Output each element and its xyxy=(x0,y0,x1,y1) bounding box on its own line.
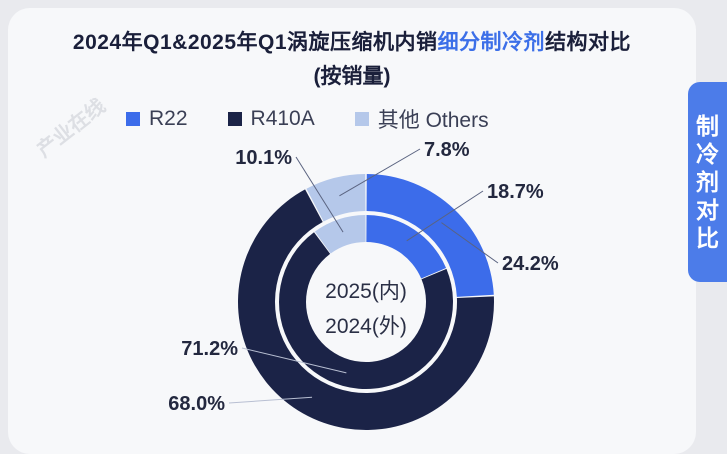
donut-segment-outer-r410a xyxy=(238,189,494,430)
legend-swatch-others xyxy=(354,112,369,126)
side-tab-refrigerant-comparison[interactable]: 制 冷 剂 对 比 xyxy=(688,82,727,282)
legend-swatch-r410a xyxy=(227,112,242,126)
side-tab-char: 冷 xyxy=(696,141,719,167)
legend-label-r410a: R410A xyxy=(250,107,315,130)
leader-line-inner-r410a xyxy=(241,347,347,374)
leader-line-inner-r22 xyxy=(406,190,484,242)
data-label-outer-others: 7.8% xyxy=(424,139,470,161)
leader-line-outer-r410a xyxy=(228,396,313,404)
donut-segment-outer-r22 xyxy=(366,174,494,297)
center-label-0: 2025(内) xyxy=(325,280,407,303)
donut-segment-inner-r410a xyxy=(279,232,454,389)
side-tab-char: 比 xyxy=(696,225,719,251)
legend-item-others: 其他 Others xyxy=(354,104,489,134)
data-label-inner-others: 10.1% xyxy=(235,147,292,169)
data-label-outer-r22: 24.2% xyxy=(502,253,559,275)
title-part-2: 结构对比 xyxy=(545,31,632,54)
leader-line-outer-others xyxy=(339,148,421,197)
leader-line-inner-others xyxy=(295,156,344,233)
legend-swatch-r22 xyxy=(126,112,140,126)
center-label-1: 2024(外) xyxy=(325,315,407,338)
donut-segment-outer-others xyxy=(306,174,366,222)
legend-item-r410a: R410A xyxy=(227,107,315,131)
legend-label-r22: R22 xyxy=(149,107,188,130)
chart-title: 2024年Q1&2025年Q1涡旋压缩机内销细分制冷剂结构对比 xyxy=(0,26,704,56)
title-highlight: 细分制冷剂 xyxy=(437,31,546,54)
leader-line-outer-r22 xyxy=(441,222,499,264)
legend-label-others: 其他 Others xyxy=(377,109,489,132)
donut-segment-inner-others xyxy=(314,215,366,254)
side-tab-char: 剂 xyxy=(696,169,719,195)
data-label-inner-r410a: 71.2% xyxy=(181,338,238,360)
side-tab-char: 对 xyxy=(696,197,719,223)
chart-subtitle: (按销量) xyxy=(313,65,391,88)
data-label-inner-r22: 18.7% xyxy=(487,181,544,203)
data-label-outer-r410a: 68.0% xyxy=(168,393,225,415)
title-part-1: 2024年Q1&2025年Q1涡旋压缩机内销 xyxy=(72,31,438,54)
side-tab-char: 制 xyxy=(696,113,719,139)
legend: R22 R410A 其他 Others xyxy=(126,104,529,134)
legend-item-r22: R22 xyxy=(126,107,188,131)
donut-segment-inner-r22 xyxy=(366,215,447,279)
